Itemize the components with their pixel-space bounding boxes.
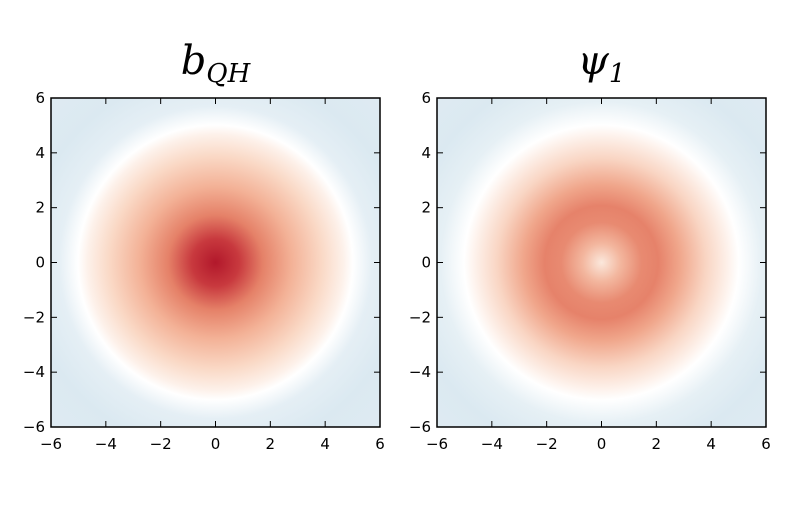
panel-title-main: ψ bbox=[578, 38, 610, 84]
y-tick-label: 2 bbox=[35, 199, 45, 217]
y-tick-label: 6 bbox=[35, 89, 45, 107]
y-tick-label: −6 bbox=[23, 418, 45, 436]
x-tick-label: −6 bbox=[426, 435, 448, 453]
x-tick-label: 0 bbox=[597, 435, 607, 453]
y-tick-label: 0 bbox=[35, 254, 45, 272]
panel-title: bQH bbox=[181, 38, 252, 89]
y-tick-label: −4 bbox=[409, 363, 431, 381]
x-tick-label: 2 bbox=[652, 435, 662, 453]
y-tick-label: 4 bbox=[35, 144, 45, 162]
y-tick-label: 6 bbox=[421, 89, 431, 107]
y-tick-label: 4 bbox=[421, 144, 431, 162]
x-tick-label: −4 bbox=[95, 435, 117, 453]
x-tick-label: 6 bbox=[761, 435, 771, 453]
x-tick-label: 0 bbox=[211, 435, 221, 453]
y-tick-label: −4 bbox=[23, 363, 45, 381]
x-tick-label: −2 bbox=[150, 435, 172, 453]
x-tick-label: 4 bbox=[706, 435, 716, 453]
chart-panel-bqh: −6 −4 −2 0 2 4 6 6 4 2 0 −2 −4 −6 bQH bbox=[23, 38, 385, 453]
x-tick-label: −2 bbox=[536, 435, 558, 453]
panel-title: ψ1 bbox=[578, 38, 626, 89]
heatmap-field bbox=[51, 98, 380, 427]
y-tick-label: −2 bbox=[409, 308, 431, 326]
y-tick-label: 0 bbox=[421, 254, 431, 272]
heatmap-field bbox=[437, 98, 766, 427]
y-tick-label: −2 bbox=[23, 308, 45, 326]
x-tick-label: 4 bbox=[320, 435, 330, 453]
x-tick-label: 6 bbox=[375, 435, 385, 453]
chart-panel-psi: −6 −4 −2 0 2 4 6 6 4 2 0 −2 −4 −6 ψ1 bbox=[409, 38, 771, 453]
panel-title-subscript: 1 bbox=[609, 59, 626, 89]
x-tick-label: 2 bbox=[266, 435, 276, 453]
panel-title-subscript: QH bbox=[206, 59, 251, 89]
x-tick-label: −6 bbox=[40, 435, 62, 453]
x-tick-label: −4 bbox=[481, 435, 503, 453]
panel-title-main: b bbox=[181, 38, 207, 84]
y-tick-label: −6 bbox=[409, 418, 431, 436]
y-tick-label: 2 bbox=[421, 199, 431, 217]
